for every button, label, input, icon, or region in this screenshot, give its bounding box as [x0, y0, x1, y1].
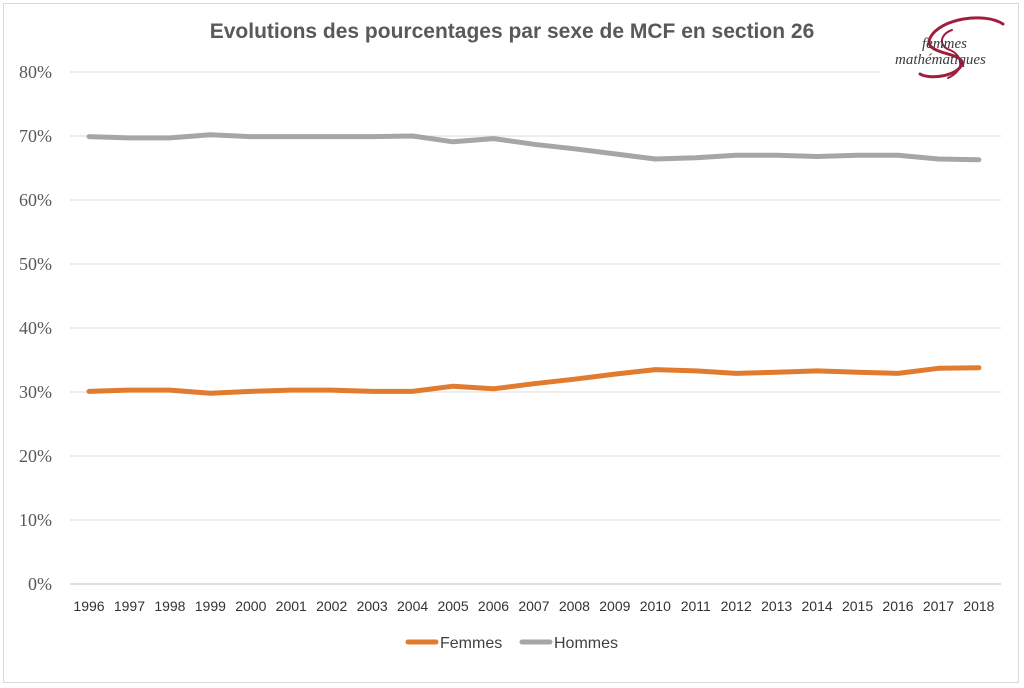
x-tick-label: 2003: [357, 598, 388, 614]
chart-title: Evolutions des pourcentages par sexe de …: [209, 20, 815, 43]
x-tick-label: 2012: [721, 598, 752, 614]
x-tick-label: 2009: [599, 598, 630, 614]
y-tick-label: 20%: [19, 446, 52, 466]
logo-text-line1: femmes: [922, 36, 967, 52]
y-tick-label: 60%: [19, 190, 52, 210]
legend: Femmes Hommes: [405, 635, 618, 652]
x-tick-label: 2000: [235, 598, 266, 614]
x-tick-label: 2017: [923, 598, 954, 614]
series-line-femmes: [86, 365, 982, 396]
x-tick-label: 1999: [195, 598, 226, 614]
x-tick-label: 2004: [397, 598, 428, 614]
x-tick-label: 1996: [73, 598, 104, 614]
legend-label-hommes: Hommes: [554, 635, 618, 652]
y-tick-label: 0%: [28, 574, 52, 594]
x-tick-label: 2011: [681, 598, 711, 614]
x-tick-label: 2006: [478, 598, 509, 614]
x-tick-label: 2005: [437, 598, 468, 614]
y-tick-label: 40%: [19, 318, 52, 338]
y-tick-label: 70%: [19, 126, 52, 146]
x-tick-label: 2013: [761, 598, 792, 614]
x-tick-label: 2001: [276, 598, 307, 614]
gridlines: [70, 71, 1001, 585]
x-tick-label: 1997: [114, 598, 145, 614]
legend-label-femmes: Femmes: [440, 635, 502, 652]
chart-frame: [3, 3, 1019, 683]
logo-swash-icon: [918, 16, 1005, 79]
x-tick-label: 2008: [559, 598, 590, 614]
x-tick-label: 2018: [963, 598, 994, 614]
x-tick-label: 2016: [882, 598, 913, 614]
x-tick-label: 2014: [802, 598, 833, 614]
x-tick-label: 2002: [316, 598, 347, 614]
y-tick-label: 30%: [19, 382, 52, 402]
x-tick-label: 2007: [518, 598, 549, 614]
x-tick-label: 2015: [842, 598, 873, 614]
y-axis: 0% 10% 20% 30% 40% 50% 60% 70% 80%: [19, 62, 52, 594]
series-lines: [86, 132, 982, 396]
y-tick-label: 10%: [19, 510, 52, 530]
y-tick-label: 50%: [19, 254, 52, 274]
x-tick-label: 2010: [640, 598, 671, 614]
x-tick-label: 1998: [154, 598, 185, 614]
logo-text-line2: mathématiques: [895, 52, 986, 68]
logo-curl-icon: [941, 29, 962, 79]
y-tick-label: 80%: [19, 62, 52, 82]
x-axis: 1996 1997 1998 1999 2000 2001 2002 2003 2004 2005…: [73, 598, 994, 614]
series-line-hommes: [86, 132, 982, 163]
